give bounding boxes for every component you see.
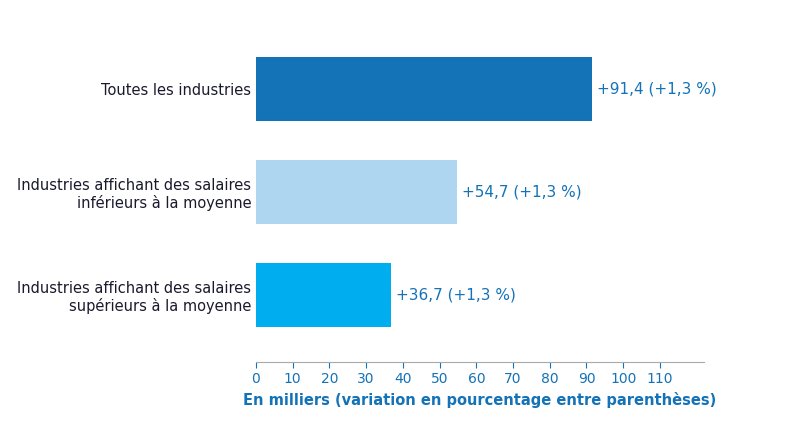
Text: +91,4 (+1,3 %): +91,4 (+1,3 %) [597,82,717,97]
Bar [256,57,592,121]
X-axis label: En milliers (variation en pourcentage entre parenthèses): En milliers (variation en pourcentage en… [243,392,717,407]
Bar [256,160,457,224]
Text: +54,7 (+1,3 %): +54,7 (+1,3 %) [462,184,582,199]
Text: +36,7 (+1,3 %): +36,7 (+1,3 %) [396,287,516,302]
Bar [256,263,390,327]
